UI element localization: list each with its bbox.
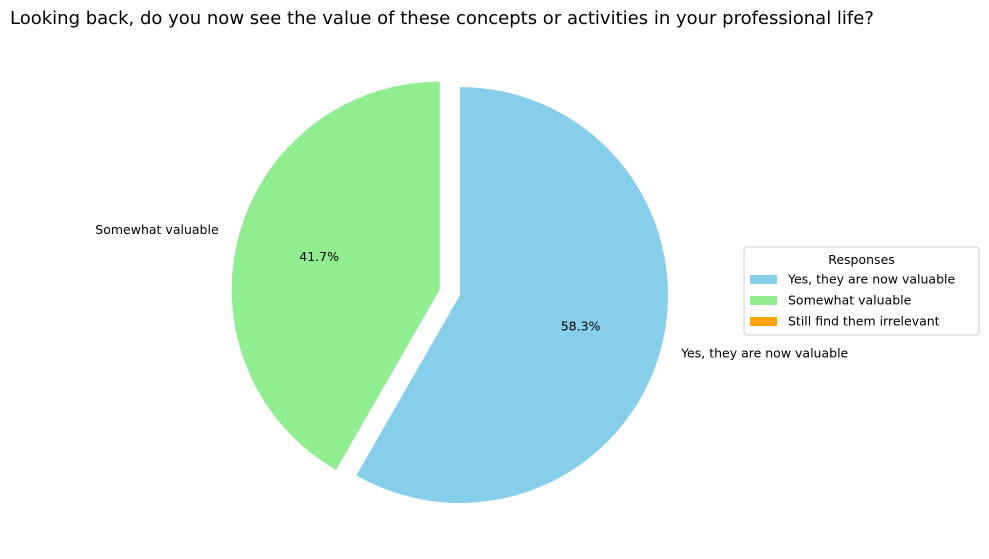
legend-label-somewhat-valuable: Somewhat valuable (788, 293, 912, 308)
pie-slice-yes-they-are-now-valuable (356, 87, 668, 503)
legend-swatch-yes-they-are-now-valuable (750, 275, 777, 284)
slice-percent-somewhat-valuable: 41.7% (299, 249, 339, 264)
slice-label-yes-they-are-now-valuable: Yes, they are now valuable (680, 345, 848, 360)
legend-label-yes-they-are-now-valuable: Yes, they are now valuable (787, 272, 955, 287)
legend-entries: Yes, they are now valuable Somewhat valua… (750, 272, 955, 329)
pie-slice-somewhat-valuable (231, 81, 440, 470)
legend-frame (743, 246, 980, 336)
legend-swatch-still-find-them-irrelevant (750, 317, 777, 326)
pie-slices (231, 81, 668, 503)
legend-title: Responses (828, 252, 895, 267)
legend-label-still-find-them-irrelevant: Still find them irrelevant (788, 314, 940, 329)
slice-percent-yes-they-are-now-valuable: 58.3% (561, 319, 601, 334)
legend-swatch-somewhat-valuable (750, 296, 777, 305)
chart-title: Looking back, do you now see the value o… (10, 8, 874, 29)
slice-label-somewhat-valuable: Somewhat valuable (95, 222, 219, 237)
pie-labels: Yes, they are now valuable 58.3% Somewhat … (95, 222, 848, 360)
chart-legend: Responses Yes, they are now valuable Some… (743, 246, 980, 336)
